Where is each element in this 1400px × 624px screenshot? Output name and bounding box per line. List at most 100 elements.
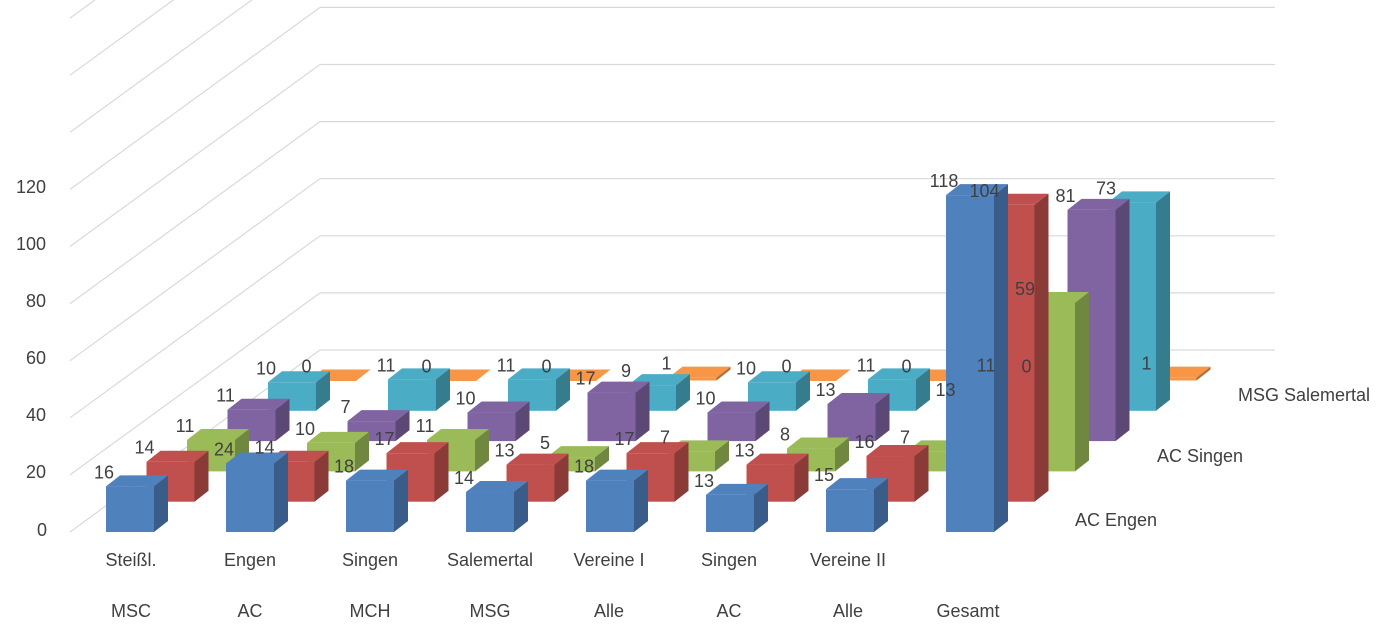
bar-front — [826, 489, 874, 532]
data-label: 13 — [815, 380, 835, 400]
bar-top — [706, 483, 768, 495]
bar-side — [994, 184, 1008, 533]
gridline-floor — [69, 64, 321, 247]
bar-front — [346, 480, 394, 532]
bar-front — [827, 403, 876, 442]
bar-side — [634, 469, 648, 532]
bar-side — [154, 475, 168, 532]
y-tick-label: 0 — [37, 520, 47, 540]
bar-side — [475, 428, 489, 472]
data-label: 11 — [377, 355, 396, 375]
bar-top — [388, 368, 450, 380]
category-label-line1: Singen — [701, 550, 757, 570]
data-label: 0 — [301, 357, 311, 377]
data-label: 17 — [614, 429, 634, 449]
category-label-line1: Salemertal — [447, 550, 533, 570]
bar-side — [436, 368, 450, 411]
data-label: 11 — [497, 355, 516, 375]
category-label-line2: AC — [716, 601, 741, 621]
depth-label: AC Engen — [1075, 510, 1157, 530]
data-label: 0 — [781, 357, 791, 377]
bar — [388, 368, 450, 411]
bar — [946, 184, 1008, 533]
bar-top — [307, 431, 369, 443]
bar — [466, 481, 528, 532]
data-label: 7 — [340, 397, 350, 417]
bar-side — [875, 392, 890, 442]
category-label-line1: Vereine II — [810, 550, 886, 570]
bar-side — [515, 401, 530, 442]
bar-side — [554, 453, 569, 502]
bar-top — [506, 453, 569, 465]
y-tick-label: 100 — [16, 234, 46, 254]
data-label: 10 — [256, 358, 276, 378]
bar-side — [1034, 193, 1049, 502]
bar — [506, 453, 569, 502]
data-label: 24 — [214, 439, 234, 459]
bar-top — [626, 442, 689, 454]
data-label: 15 — [814, 465, 834, 485]
data-label: 10 — [736, 358, 756, 378]
data-label: 11 — [216, 386, 235, 406]
bar-top — [347, 410, 410, 422]
bar-top — [748, 371, 810, 383]
data-label: 11 — [857, 355, 876, 375]
bar-top — [587, 381, 650, 393]
bar-side — [394, 469, 408, 532]
bar — [706, 483, 768, 532]
bar-side — [556, 368, 570, 411]
bar-front — [1148, 377, 1197, 381]
bar-top — [227, 398, 290, 410]
gridline-floor — [69, 6, 321, 190]
data-label: 17 — [374, 429, 394, 449]
bar-top — [866, 445, 929, 457]
bars — [106, 184, 1211, 533]
y-tick-label: 80 — [26, 291, 46, 311]
bar — [587, 381, 650, 442]
bar-top — [268, 371, 330, 383]
data-label: 10 — [695, 389, 715, 409]
bar — [827, 392, 890, 442]
bar-top — [508, 368, 570, 380]
bar — [106, 475, 168, 532]
category-label-line1: Vereine I — [573, 550, 644, 570]
bar-front — [908, 380, 957, 381]
depth-axis-labels: AC Engen AC Singen MSG Salemertal — [1075, 385, 1370, 530]
data-label: 14 — [254, 438, 274, 458]
data-label: 18 — [574, 457, 594, 477]
data-label: 13 — [494, 441, 514, 461]
bar-side — [914, 445, 929, 502]
bar-front — [428, 380, 477, 381]
bar — [826, 478, 888, 532]
bar-side — [316, 371, 330, 411]
depth-label: AC Singen — [1157, 446, 1243, 466]
bar-side — [514, 481, 528, 532]
data-label: 16 — [94, 462, 114, 482]
bar-side — [874, 478, 888, 532]
data-label: 73 — [1096, 178, 1116, 198]
data-label: 17 — [575, 369, 595, 389]
bar-front — [388, 379, 436, 411]
bar-top — [467, 401, 530, 413]
bar-top — [827, 392, 890, 404]
data-label: 0 — [421, 357, 431, 377]
bar-side — [314, 450, 329, 502]
bar-top — [146, 450, 209, 462]
y-axis: 0 20 40 60 80 100 120 — [16, 177, 47, 540]
data-label: 104 — [969, 181, 999, 201]
bar — [748, 371, 810, 411]
data-label: 14 — [454, 468, 474, 488]
bar-top — [427, 428, 489, 440]
bar-side — [355, 431, 369, 472]
bar-side — [395, 410, 410, 442]
bar-top — [1067, 198, 1130, 210]
category-label-line2: MSC — [111, 601, 151, 621]
bar-front — [226, 463, 274, 532]
bar — [746, 453, 809, 502]
bar-top — [106, 475, 168, 487]
bar — [707, 401, 770, 442]
gridline-floor — [69, 178, 321, 362]
bar-front — [788, 380, 837, 381]
data-label: 13 — [734, 441, 754, 461]
